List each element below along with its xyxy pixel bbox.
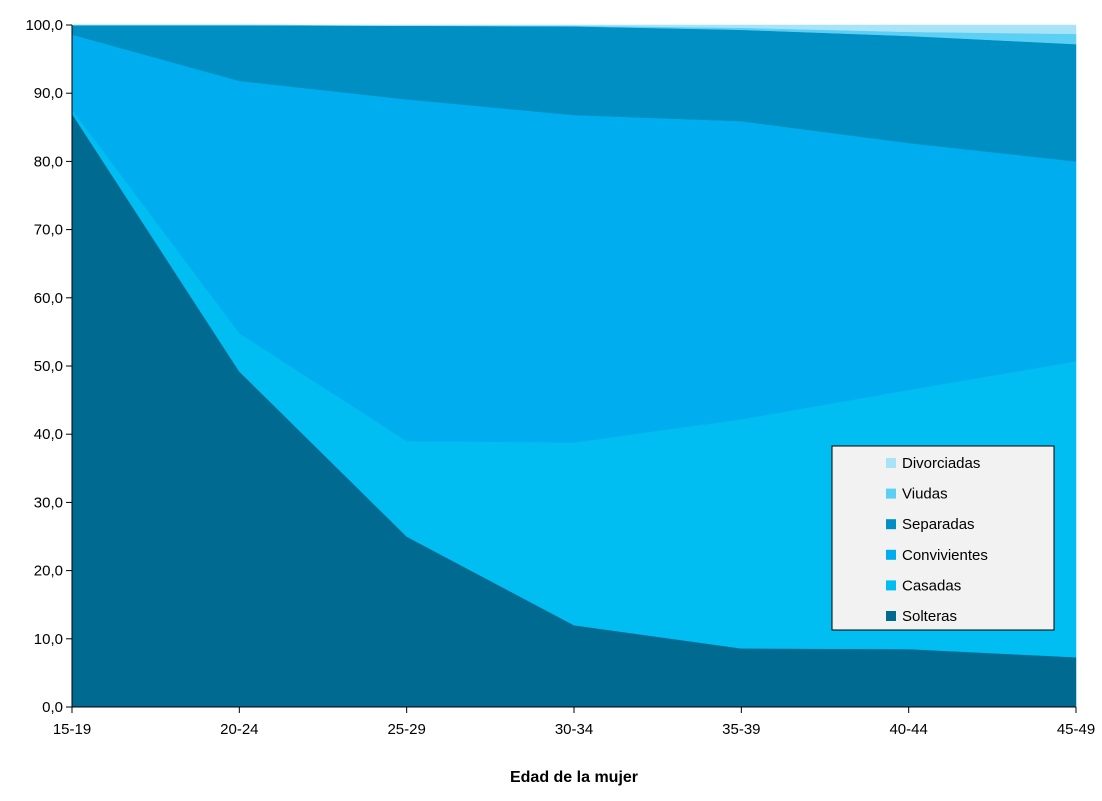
- y-tick-label: 20,0: [34, 563, 63, 580]
- legend-label-divorciadas: Divorciadas: [902, 455, 980, 472]
- legend-swatch-separadas: [886, 519, 896, 530]
- legend-swatch-casadas: [886, 580, 896, 591]
- x-axis-ticks: 15-19 20-24 25-29 30-34 35-39 40-44 45-49: [53, 707, 1095, 738]
- legend-label-convivientes: Convivientes: [902, 547, 988, 564]
- legend-label-viudas: Viudas: [902, 486, 948, 503]
- y-tick-label: 80,0: [34, 153, 63, 170]
- legend-label-casadas: Casadas: [902, 577, 961, 594]
- y-tick-label: 100,0: [25, 17, 63, 34]
- x-axis-title: Edad de la mujer: [510, 769, 638, 786]
- legend-swatch-divorciadas: [886, 458, 896, 468]
- y-tick-label: 30,0: [34, 494, 63, 511]
- legend: Divorciadas Viudas Separadas Convivientes Ca…: [831, 445, 1055, 631]
- x-tick-label: 25-29: [387, 721, 425, 738]
- legend-label-solteras: Solteras: [902, 608, 957, 625]
- legend-swatch-convivientes: [886, 549, 896, 560]
- x-tick-label: 30-34: [555, 721, 593, 738]
- area-divorciadas: [72, 24, 1077, 35]
- legend-label-separadas: Separadas: [902, 516, 975, 533]
- legend-swatch-solteras: [886, 611, 896, 621]
- legend-swatch-viudas: [886, 488, 896, 499]
- x-tick-label: 35-39: [722, 721, 760, 738]
- y-tick-label: 0,0: [42, 699, 63, 716]
- legend-box: [831, 445, 1055, 631]
- y-tick-label: 10,0: [34, 631, 63, 648]
- y-tick-label: 70,0: [34, 222, 63, 239]
- x-tick-label: 45-49: [1057, 721, 1095, 738]
- area-layers: [71, 24, 1077, 708]
- y-tick-label: 50,0: [34, 358, 63, 375]
- y-tick-label: 90,0: [34, 85, 63, 102]
- x-tick-label: 40-44: [889, 721, 927, 738]
- x-tick-label: 15-19: [53, 721, 91, 738]
- x-tick-label: 20-24: [220, 721, 258, 738]
- y-tick-label: 40,0: [34, 426, 63, 443]
- y-axis-ticks: 0,0 10,0 20,0 30,0 40,0 50,0 60,0 70,0 80,0 90,0 1…: [25, 17, 72, 716]
- y-tick-label: 60,0: [34, 290, 63, 307]
